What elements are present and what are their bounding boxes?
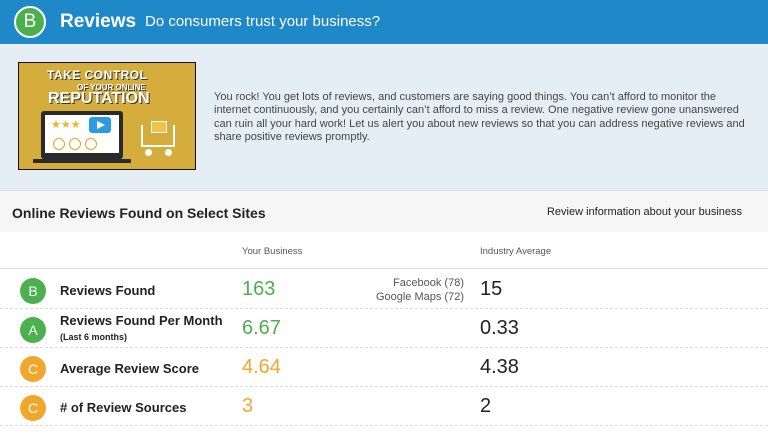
shopping-cart-icon xyxy=(141,125,175,147)
metric-label: # of Review Sources xyxy=(60,400,187,415)
source-facebook: Facebook (78) xyxy=(393,277,464,289)
section-title: Reviews xyxy=(60,11,137,32)
metric-label: Average Review Score xyxy=(60,361,199,376)
review-info-link[interactable]: Review information about your business xyxy=(546,206,742,218)
your-business-value: 3 xyxy=(242,395,254,417)
section-subtitle: Do consumers trust your business? xyxy=(145,13,381,30)
grade-badge: A xyxy=(20,317,46,343)
source-google-maps: Google Maps (72) xyxy=(375,291,464,303)
laptop-base xyxy=(33,159,131,163)
column-header-your-business: Your Business xyxy=(242,246,303,257)
grade-badge: B xyxy=(20,278,46,304)
reviews-section-header: Online Reviews Found on Select Sites Rev… xyxy=(0,190,768,232)
cart-wheel-icon xyxy=(165,149,172,156)
your-business-value: 163 xyxy=(242,278,276,300)
contact-icons xyxy=(53,137,101,155)
cart-wheel-icon xyxy=(145,149,152,156)
review-sources-breakdown: Facebook (78) Google Maps (72) xyxy=(376,276,464,304)
industry-average-value: 15 xyxy=(480,278,503,300)
laptop-illustration: ★★★ xyxy=(41,111,123,159)
grade-badge: B xyxy=(14,6,46,38)
industry-average-value: 4.38 xyxy=(480,356,519,378)
grade-badge: C xyxy=(20,356,46,382)
metric-row-reviews-found: B Reviews Found 163 Facebook (78) Google… xyxy=(0,270,768,309)
metric-row-reviews-per-month: A Reviews Found Per Month (Last 6 months… xyxy=(0,309,768,348)
shopping-box-icon xyxy=(151,121,167,133)
thumbnail-title-line3: REPUTATION xyxy=(48,90,150,107)
intro-panel: TAKE CONTROL OF YOUR ONLINE REPUTATION ★… xyxy=(0,44,768,190)
reviews-section-title: Online Reviews Found on Select Sites xyxy=(12,205,266,221)
your-business-value: 6.67 xyxy=(242,317,281,339)
metric-label: Reviews Found xyxy=(60,283,156,298)
your-business-value: 4.64 xyxy=(242,356,281,378)
star-rating-icon: ★★★ xyxy=(51,119,81,131)
grade-badge: C xyxy=(20,395,46,421)
intro-description: You rock! You get lots of reviews, and c… xyxy=(214,91,745,144)
industry-average-value: 2 xyxy=(480,395,492,417)
metric-row-review-sources: C # of Review Sources 3 2 xyxy=(0,387,768,426)
reputation-video-thumbnail[interactable]: TAKE CONTROL OF YOUR ONLINE REPUTATION ★… xyxy=(18,62,196,170)
metric-row-average-score: C Average Review Score 4.64 4.38 xyxy=(0,348,768,387)
column-header-industry-average: Industry Average xyxy=(480,246,552,257)
metric-sublabel: (Last 6 months) xyxy=(60,332,128,342)
industry-average-value: 0.33 xyxy=(480,317,519,339)
thumbnail-title-line2: OF YOUR ONLINE xyxy=(77,83,146,92)
thumbnail-title-line1: TAKE CONTROL xyxy=(47,68,148,82)
metric-label: Reviews Found Per Month xyxy=(60,313,223,328)
header-divider xyxy=(0,268,768,269)
play-icon[interactable] xyxy=(89,117,111,133)
report-header: B Reviews Do consumers trust your busine… xyxy=(0,0,768,44)
laptop-screen: ★★★ xyxy=(45,115,119,153)
